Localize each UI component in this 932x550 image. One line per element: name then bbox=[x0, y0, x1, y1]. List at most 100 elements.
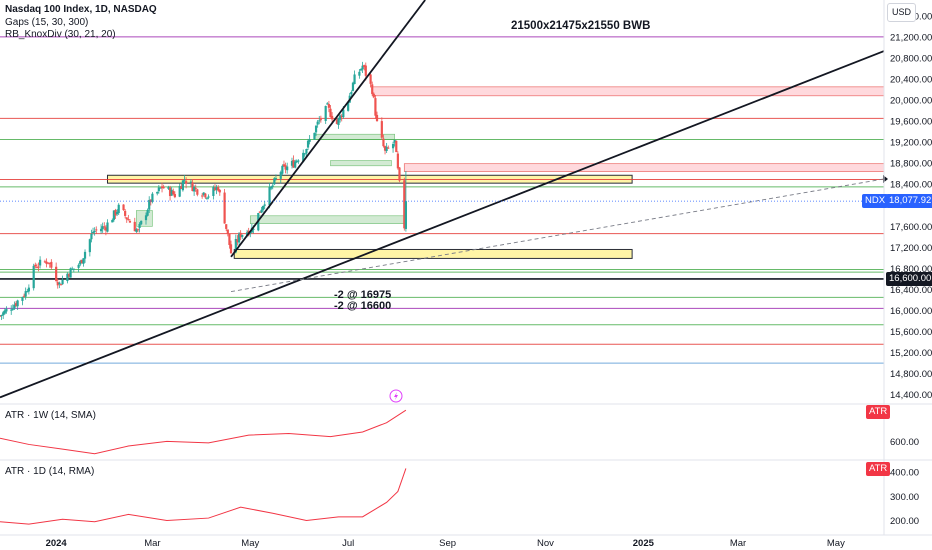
candle-body bbox=[16, 300, 19, 307]
candle-body bbox=[286, 166, 289, 171]
atr-weekly-tick: 600.00 bbox=[890, 437, 919, 448]
time-tick-label: 2025 bbox=[633, 538, 655, 549]
candle-body bbox=[403, 180, 406, 229]
candle-body bbox=[281, 165, 284, 174]
atr-daily-tag: ATR bbox=[866, 462, 891, 476]
time-tick-label: May bbox=[827, 538, 845, 549]
candle-body bbox=[193, 186, 196, 192]
candle-body bbox=[270, 186, 273, 189]
price-tick-label: 19,200.00 bbox=[890, 138, 932, 149]
candle-body bbox=[183, 179, 186, 181]
atr-daily-tick: 200.00 bbox=[890, 516, 919, 527]
candle-body bbox=[271, 185, 274, 187]
candle-body bbox=[124, 210, 127, 216]
candle-body bbox=[101, 226, 104, 230]
candle-body bbox=[103, 226, 106, 228]
candle-body bbox=[202, 192, 205, 195]
candle-body bbox=[326, 103, 329, 105]
candle-body bbox=[314, 125, 318, 133]
gap-zone bbox=[249, 215, 405, 224]
candle-body bbox=[361, 65, 364, 70]
candle-body bbox=[77, 264, 80, 268]
candle-body bbox=[0, 315, 2, 317]
candle-body bbox=[353, 74, 356, 85]
candle-body bbox=[358, 71, 361, 76]
time-tick-label: Jul bbox=[342, 538, 354, 549]
candle-body bbox=[297, 160, 300, 162]
candle-body bbox=[319, 119, 322, 121]
atr-daily-legend[interactable]: ATR · 1D (14, RMA) bbox=[5, 466, 95, 477]
candle-body bbox=[122, 204, 125, 211]
price-tick-label: 20,800.00 bbox=[890, 53, 932, 64]
candle-body bbox=[393, 139, 396, 143]
candle-body bbox=[48, 262, 51, 264]
price-tick-label: 15,600.00 bbox=[890, 327, 932, 338]
level-note-2: -2 @ 16600 bbox=[334, 300, 392, 312]
candle-body bbox=[167, 187, 170, 189]
candle-body bbox=[229, 244, 233, 254]
candle-body bbox=[268, 187, 271, 206]
last-price-tag: 18,077.92 bbox=[886, 194, 932, 209]
candle-body bbox=[11, 308, 14, 310]
candle-body bbox=[382, 138, 385, 147]
candle-body bbox=[337, 118, 340, 126]
trendline bbox=[230, 0, 426, 258]
candle-body bbox=[69, 268, 72, 278]
price-tick-label: 15,200.00 bbox=[890, 348, 932, 359]
candle-body bbox=[80, 259, 83, 264]
candle-body bbox=[127, 219, 130, 221]
candle-body bbox=[99, 228, 103, 232]
time-tick-label: Mar bbox=[144, 538, 160, 549]
candle-body bbox=[398, 167, 401, 181]
candle-body bbox=[273, 178, 276, 185]
trendline bbox=[0, 50, 885, 399]
price-tick-label: 20,400.00 bbox=[890, 74, 932, 85]
candle-body bbox=[290, 160, 294, 166]
gap-zone bbox=[136, 210, 153, 227]
candle-body bbox=[173, 194, 176, 198]
candle-body bbox=[194, 187, 197, 189]
candle-body bbox=[88, 239, 91, 253]
candle-body bbox=[359, 69, 363, 71]
atr-daily-tick: 400.00 bbox=[890, 468, 919, 479]
candle-body bbox=[82, 258, 85, 264]
candle-body bbox=[282, 164, 286, 166]
candle-body bbox=[185, 181, 188, 184]
candle-body bbox=[215, 187, 218, 191]
levels-layer bbox=[0, 36, 884, 364]
level-note-1: -2 @ 16975 bbox=[334, 289, 392, 301]
candle-body bbox=[217, 187, 220, 191]
candle-body bbox=[21, 297, 24, 301]
candle-body bbox=[172, 190, 175, 195]
atr-panes: 600.00 400.00 300.00 200.00 bbox=[0, 403, 932, 527]
candle-body bbox=[324, 105, 327, 121]
time-tick-label: Mar bbox=[730, 538, 746, 549]
indicator-knoxdiv-label[interactable]: RB_KnoxDiv (30, 21, 20) bbox=[5, 29, 116, 40]
red-zone bbox=[371, 86, 885, 97]
candle-body bbox=[249, 232, 252, 234]
candle-body bbox=[34, 264, 37, 267]
candle-body bbox=[225, 224, 228, 229]
candle-body bbox=[10, 309, 13, 311]
candle-body bbox=[116, 212, 119, 215]
candle-body bbox=[71, 268, 74, 270]
lightning-bolt bbox=[394, 392, 398, 400]
atr-daily-tick: 300.00 bbox=[890, 492, 919, 503]
red-zone bbox=[403, 163, 885, 172]
candle-body bbox=[95, 229, 98, 231]
currency-button[interactable]: USD bbox=[887, 3, 916, 22]
price-tick-label: 17,600.00 bbox=[890, 222, 932, 233]
candle-body bbox=[133, 221, 136, 232]
candle-body bbox=[3, 310, 6, 314]
candle-body bbox=[22, 295, 26, 297]
candle-body bbox=[168, 187, 172, 197]
candle-body bbox=[236, 239, 239, 243]
candle-body bbox=[104, 227, 107, 231]
candle-body bbox=[342, 109, 345, 118]
trendlines-layer bbox=[0, 0, 888, 403]
candle-body bbox=[135, 229, 138, 232]
candle-body bbox=[204, 193, 207, 198]
indicator-gaps-label[interactable]: Gaps (15, 30, 300) bbox=[5, 17, 89, 28]
atr-weekly-legend[interactable]: ATR · 1W (14, SMA) bbox=[5, 410, 96, 421]
